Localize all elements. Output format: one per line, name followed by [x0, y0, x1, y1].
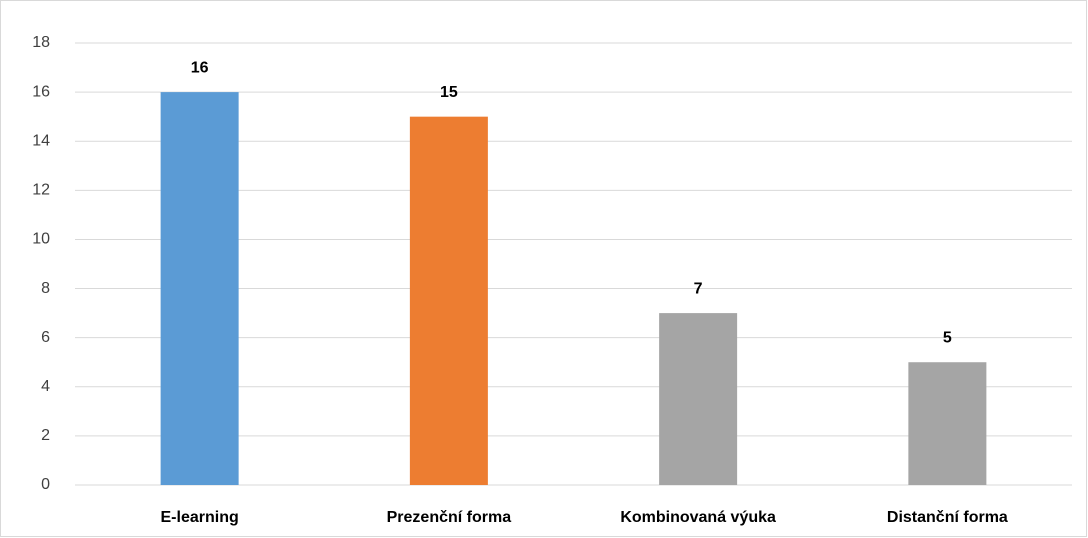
x-tick-label: Distanční forma: [887, 509, 1008, 526]
data-label: 16: [191, 59, 209, 76]
y-tick-label: 8: [41, 280, 50, 297]
x-tick-label: Kombinovaná výuka: [620, 509, 776, 526]
y-tick-label: 0: [41, 476, 50, 493]
y-tick-label: 4: [41, 378, 50, 395]
x-tick-label: E-learning: [161, 509, 239, 526]
y-tick-label: 14: [32, 132, 50, 149]
bar: [160, 92, 239, 485]
bar: [659, 313, 738, 485]
y-tick-label: 2: [41, 427, 50, 444]
y-tick-label: 10: [32, 231, 50, 248]
y-tick-label: 16: [32, 83, 50, 100]
data-label: 7: [694, 280, 703, 297]
x-tick-label: Prezenční forma: [387, 509, 512, 526]
data-label: 15: [440, 84, 458, 101]
y-tick-label: 18: [32, 34, 50, 51]
y-tick-label: 6: [41, 329, 50, 346]
y-tick-label: 12: [32, 182, 50, 199]
data-label: 5: [943, 329, 952, 346]
bar: [409, 116, 488, 486]
bar: [908, 362, 987, 485]
